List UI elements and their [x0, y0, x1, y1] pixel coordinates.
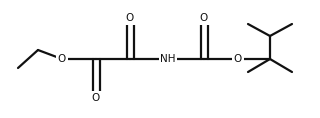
Text: O: O: [200, 13, 208, 23]
Text: NH: NH: [160, 54, 176, 64]
Text: O: O: [234, 54, 242, 64]
Text: O: O: [58, 54, 66, 64]
Text: O: O: [92, 93, 100, 103]
Text: O: O: [126, 13, 134, 23]
